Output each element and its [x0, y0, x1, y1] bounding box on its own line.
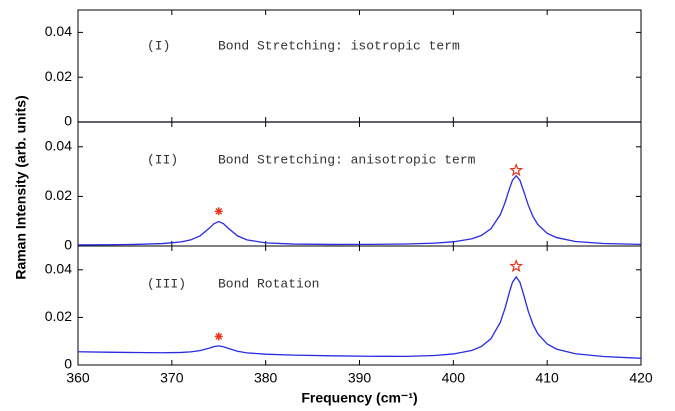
y-tick-label: 0.02 — [45, 308, 72, 324]
panel-frame — [77, 9, 642, 123]
annotation-label: (III) — [147, 276, 186, 291]
peak-star — [509, 258, 524, 273]
peak-asterisk — [214, 207, 223, 216]
y-tick-label: 0 — [64, 237, 72, 253]
x-tick-label: 380 — [254, 370, 278, 386]
x-tick-label: 370 — [160, 370, 184, 386]
panel-frame — [77, 245, 642, 366]
x-tick-label: 410 — [535, 370, 559, 386]
x-axis-label: Frequency (cm⁻¹) — [301, 390, 417, 406]
panel-frame — [77, 121, 642, 247]
y-tick-label: 0.02 — [45, 187, 72, 203]
peak-star — [509, 163, 524, 177]
annotation: Bond Rotation — [218, 276, 319, 291]
y-axis-label: Raman Intensity (arb. units) — [13, 95, 29, 279]
annotation: Bond Stretching: isotropic term — [218, 38, 460, 53]
x-tick-label: 400 — [442, 370, 466, 386]
spectrum-line — [77, 275, 642, 359]
y-tick-label: 0 — [64, 356, 72, 372]
spectrum-line — [77, 174, 642, 246]
y-tick-label: 0.02 — [45, 68, 72, 84]
peak-asterisk — [214, 332, 223, 341]
x-tick-label: 390 — [348, 370, 372, 386]
annotation-label: (II) — [147, 152, 178, 167]
annotation-label: (I) — [147, 38, 170, 53]
y-tick-label: 0.04 — [45, 138, 72, 154]
x-tick-label: 420 — [629, 370, 653, 386]
y-tick-label: 0.04 — [45, 23, 72, 39]
y-tick-label: 0.04 — [45, 261, 72, 277]
x-tick-label: 360 — [66, 370, 90, 386]
y-tick-label: 0 — [64, 113, 72, 129]
annotation: Bond Stretching: anisotropic term — [218, 152, 476, 167]
